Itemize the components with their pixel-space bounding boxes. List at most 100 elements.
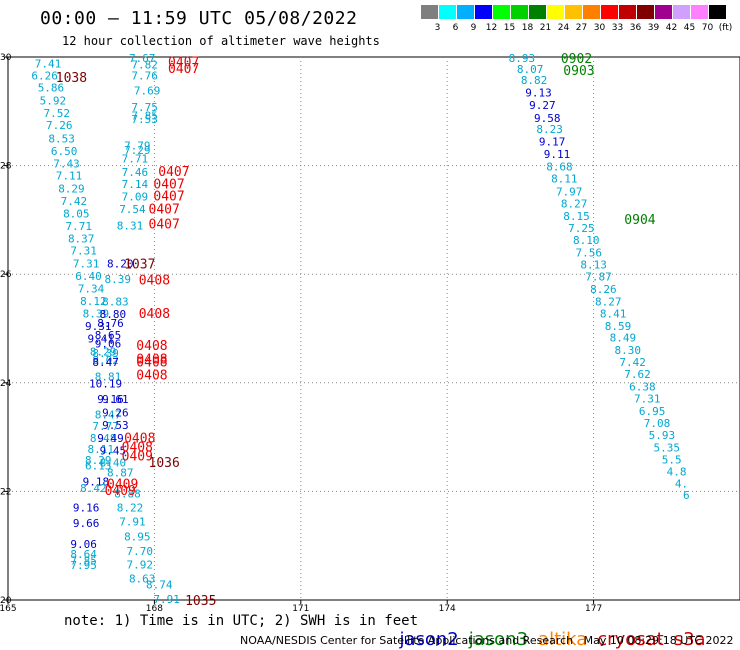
wave-height-value: 7.85 [131,110,158,123]
wave-height-value: 4.8 [667,465,687,478]
wave-height-value: 7.09 [122,191,149,204]
wave-height-value: 5.93 [649,429,676,442]
scale-swatch [475,5,492,19]
wave-height-value: 9.16 [97,393,124,406]
wave-height-value: 4. [675,477,688,490]
wave-height-value: 8.15 [563,210,590,223]
pass-time-label: 0902 [561,52,592,67]
pass-time-label: 0407 [149,202,180,217]
wave-height-value: 8.74 [146,578,173,591]
scale-swatch [529,5,546,19]
wave-height-value: 7.91 [153,593,180,606]
wave-height-value: 9.45 [100,445,127,458]
wave-height-value: 9.17 [539,136,566,149]
wave-height-value: 8.47 [92,356,119,369]
wave-height-value: 8.53 [48,132,75,145]
wave-height-value: 7.62 [624,368,651,381]
wave-height-value: 9.31 [85,320,112,333]
scale-label: 30 [593,23,606,33]
wave-height-value: 8.49 [610,332,637,345]
wave-height-value: 8.47 [95,408,122,421]
wave-height-value: 7.70 [127,545,154,558]
pass-time-label: 0407 [158,165,189,180]
wave-height-value: 8.11 [87,443,114,456]
wave-height-value: 9.16 [73,502,100,515]
scale-swatch [601,5,618,19]
scale-swatch [673,5,690,19]
wave-height-value: 7.56 [575,246,602,259]
wave-height-value: 7.54 [119,203,146,216]
legend-altika: altika [538,629,588,650]
wave-height-value: 9.58 [534,112,561,125]
scale-swatch [655,5,672,19]
pass-time-label: 0407 [168,62,199,77]
satellite-legend: jason2 jason3 altika cryosat s3a [388,608,716,650]
scale-label: 12 [485,23,498,33]
pass-time-label: 1038 [56,71,87,86]
wave-height-value: 8.13 [580,258,607,271]
wave-height-value: 7.77 [92,420,119,433]
scale-swatch [691,5,708,19]
legend-jason3: jason3 [468,629,529,650]
wave-height-value: 7.11 [56,169,83,182]
wave-height-value: 8.29 [58,182,85,195]
wave-height-value: 8.64 [70,548,97,561]
wave-height-value: 9.53 [102,419,129,432]
pass-time-label: 0408 [136,369,167,384]
scale-label: 45 [683,23,696,33]
wave-height-value: 8.20 [107,257,134,270]
scale-label: 18 [521,23,534,33]
wave-height-value: 9.18 [83,476,110,489]
lat-label: 24 [0,379,12,389]
scale-swatch [439,5,456,19]
wave-height-value: 9.06 [95,338,122,351]
wave-height-value: 6.13 [85,459,112,472]
wave-height-value: 7.26 [46,119,73,132]
scale-label: 6 [452,23,459,33]
wave-height-value: 7.85 [70,554,97,567]
lat-label: 28 [0,162,12,172]
wave-height-value: 8.27 [561,198,588,211]
scale-label: 3 [434,23,441,33]
pass-time-label: 1036 [149,456,180,471]
wave-height-value: 8.93 [509,52,536,65]
wave-height-value: 7.08 [644,417,671,430]
pass-time-label: 1035 [185,594,216,609]
wave-height-value: 8.10 [573,234,600,247]
wave-height-value: 5.35 [654,441,681,454]
scale-swatch [547,5,564,19]
pass-time-label: 0407 [153,178,184,193]
scale-label: 33 [611,23,624,33]
wave-height-value: 7.87 [585,270,612,283]
wave-height-value: 8.68 [546,161,573,174]
wave-height-value: 9.66 [73,517,100,530]
wave-height-value: 7.82 [131,59,158,72]
pass-time-label: 0409 [122,450,153,465]
wave-height-value: 8.23 [536,123,563,136]
lat-label: 22 [0,487,11,497]
pass-time-label: 0409 [105,484,136,499]
lat-label: 30 [0,53,12,63]
scale-swatch [421,5,438,19]
scale-label: 9 [470,23,477,33]
wave-height-value: 7.14 [122,178,149,191]
lat-label: 26 [0,270,12,280]
wave-height-value: 8.95 [124,530,151,543]
wave-height-value: 8.42 [80,482,107,495]
wave-height-value: 7.76 [131,69,158,82]
lon-label: 174 [439,604,456,614]
wave-height-value: 8.39 [92,347,119,360]
wave-height-value: 8.30 [615,344,642,357]
lon-label: 171 [292,604,309,614]
wave-height-value: 8.39 [105,273,132,286]
wave-height-value: 5.86 [38,81,65,94]
wave-height-value: 9.27 [529,99,556,112]
wave-height-value: 7.75 [131,101,158,114]
pass-time-label: 0903 [563,64,594,79]
wave-height-value: 7.71 [122,153,149,166]
wave-height-value: 8.87 [107,466,134,479]
wave-height-value: 8.05 [63,207,90,220]
wave-height-value: 7.97 [556,186,583,199]
wave-height-value: 8.39 [83,307,110,320]
map-subtitle: 12 hour collection of altimeter wave hei… [62,34,380,48]
